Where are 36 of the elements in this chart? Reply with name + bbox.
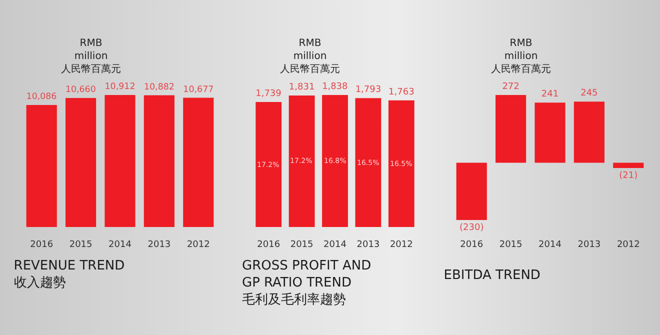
- data-label: (21): [619, 170, 638, 181]
- x-tick-label: 2015: [290, 240, 314, 250]
- data-label: 1,838: [322, 82, 348, 92]
- data-label: 10,660: [66, 85, 96, 96]
- text: REVENUE TREND 收入趨勢: [14, 258, 125, 291]
- x-tick-label: 2016: [460, 240, 484, 250]
- data-label: 1,763: [388, 87, 414, 98]
- x-tick-label: 2014: [108, 240, 132, 250]
- y-axis-title: RMB million 人民幣百萬元: [61, 38, 121, 75]
- data-label: 10,677: [183, 84, 214, 95]
- x-tick-label: 2012: [186, 240, 210, 250]
- x-tick-label: 2016: [257, 240, 280, 250]
- x-tick-label: 2012: [390, 240, 413, 250]
- x-tick-label: 2016: [30, 240, 54, 250]
- data-label: 10,912: [104, 82, 136, 92]
- data-label: 245: [580, 88, 598, 99]
- data-label: 1,793: [355, 85, 382, 96]
- data-label: (230): [460, 223, 484, 234]
- data-label: 241: [541, 90, 559, 100]
- x-tick-label: 2012: [616, 240, 640, 250]
- data-label: 272: [502, 82, 520, 92]
- x-tick-label: 2015: [69, 240, 92, 250]
- data-label: 1,831: [288, 82, 315, 92]
- data-label: 10,882: [144, 82, 174, 92]
- data-label: 10,086: [26, 92, 57, 102]
- x-tick-label: 2014: [324, 240, 347, 250]
- x-tick-label: 2013: [578, 240, 601, 250]
- y-axis-title: RMB million 人民幣百萬元: [491, 38, 551, 75]
- text: EBITDA TREND: [444, 268, 540, 283]
- data-label: 1,739: [256, 89, 282, 100]
- text: GROSS PROFIT AND GP RATIO TREND 毛利及毛利率趨勢: [242, 258, 372, 308]
- x-tick-label: 2014: [538, 240, 562, 250]
- x-tick-label: 2013: [356, 240, 380, 250]
- x-tick-label: 2015: [499, 240, 522, 250]
- x-tick-label: 2013: [148, 240, 171, 250]
- y-axis-title: RMB million 人民幣百萬元: [280, 38, 340, 75]
